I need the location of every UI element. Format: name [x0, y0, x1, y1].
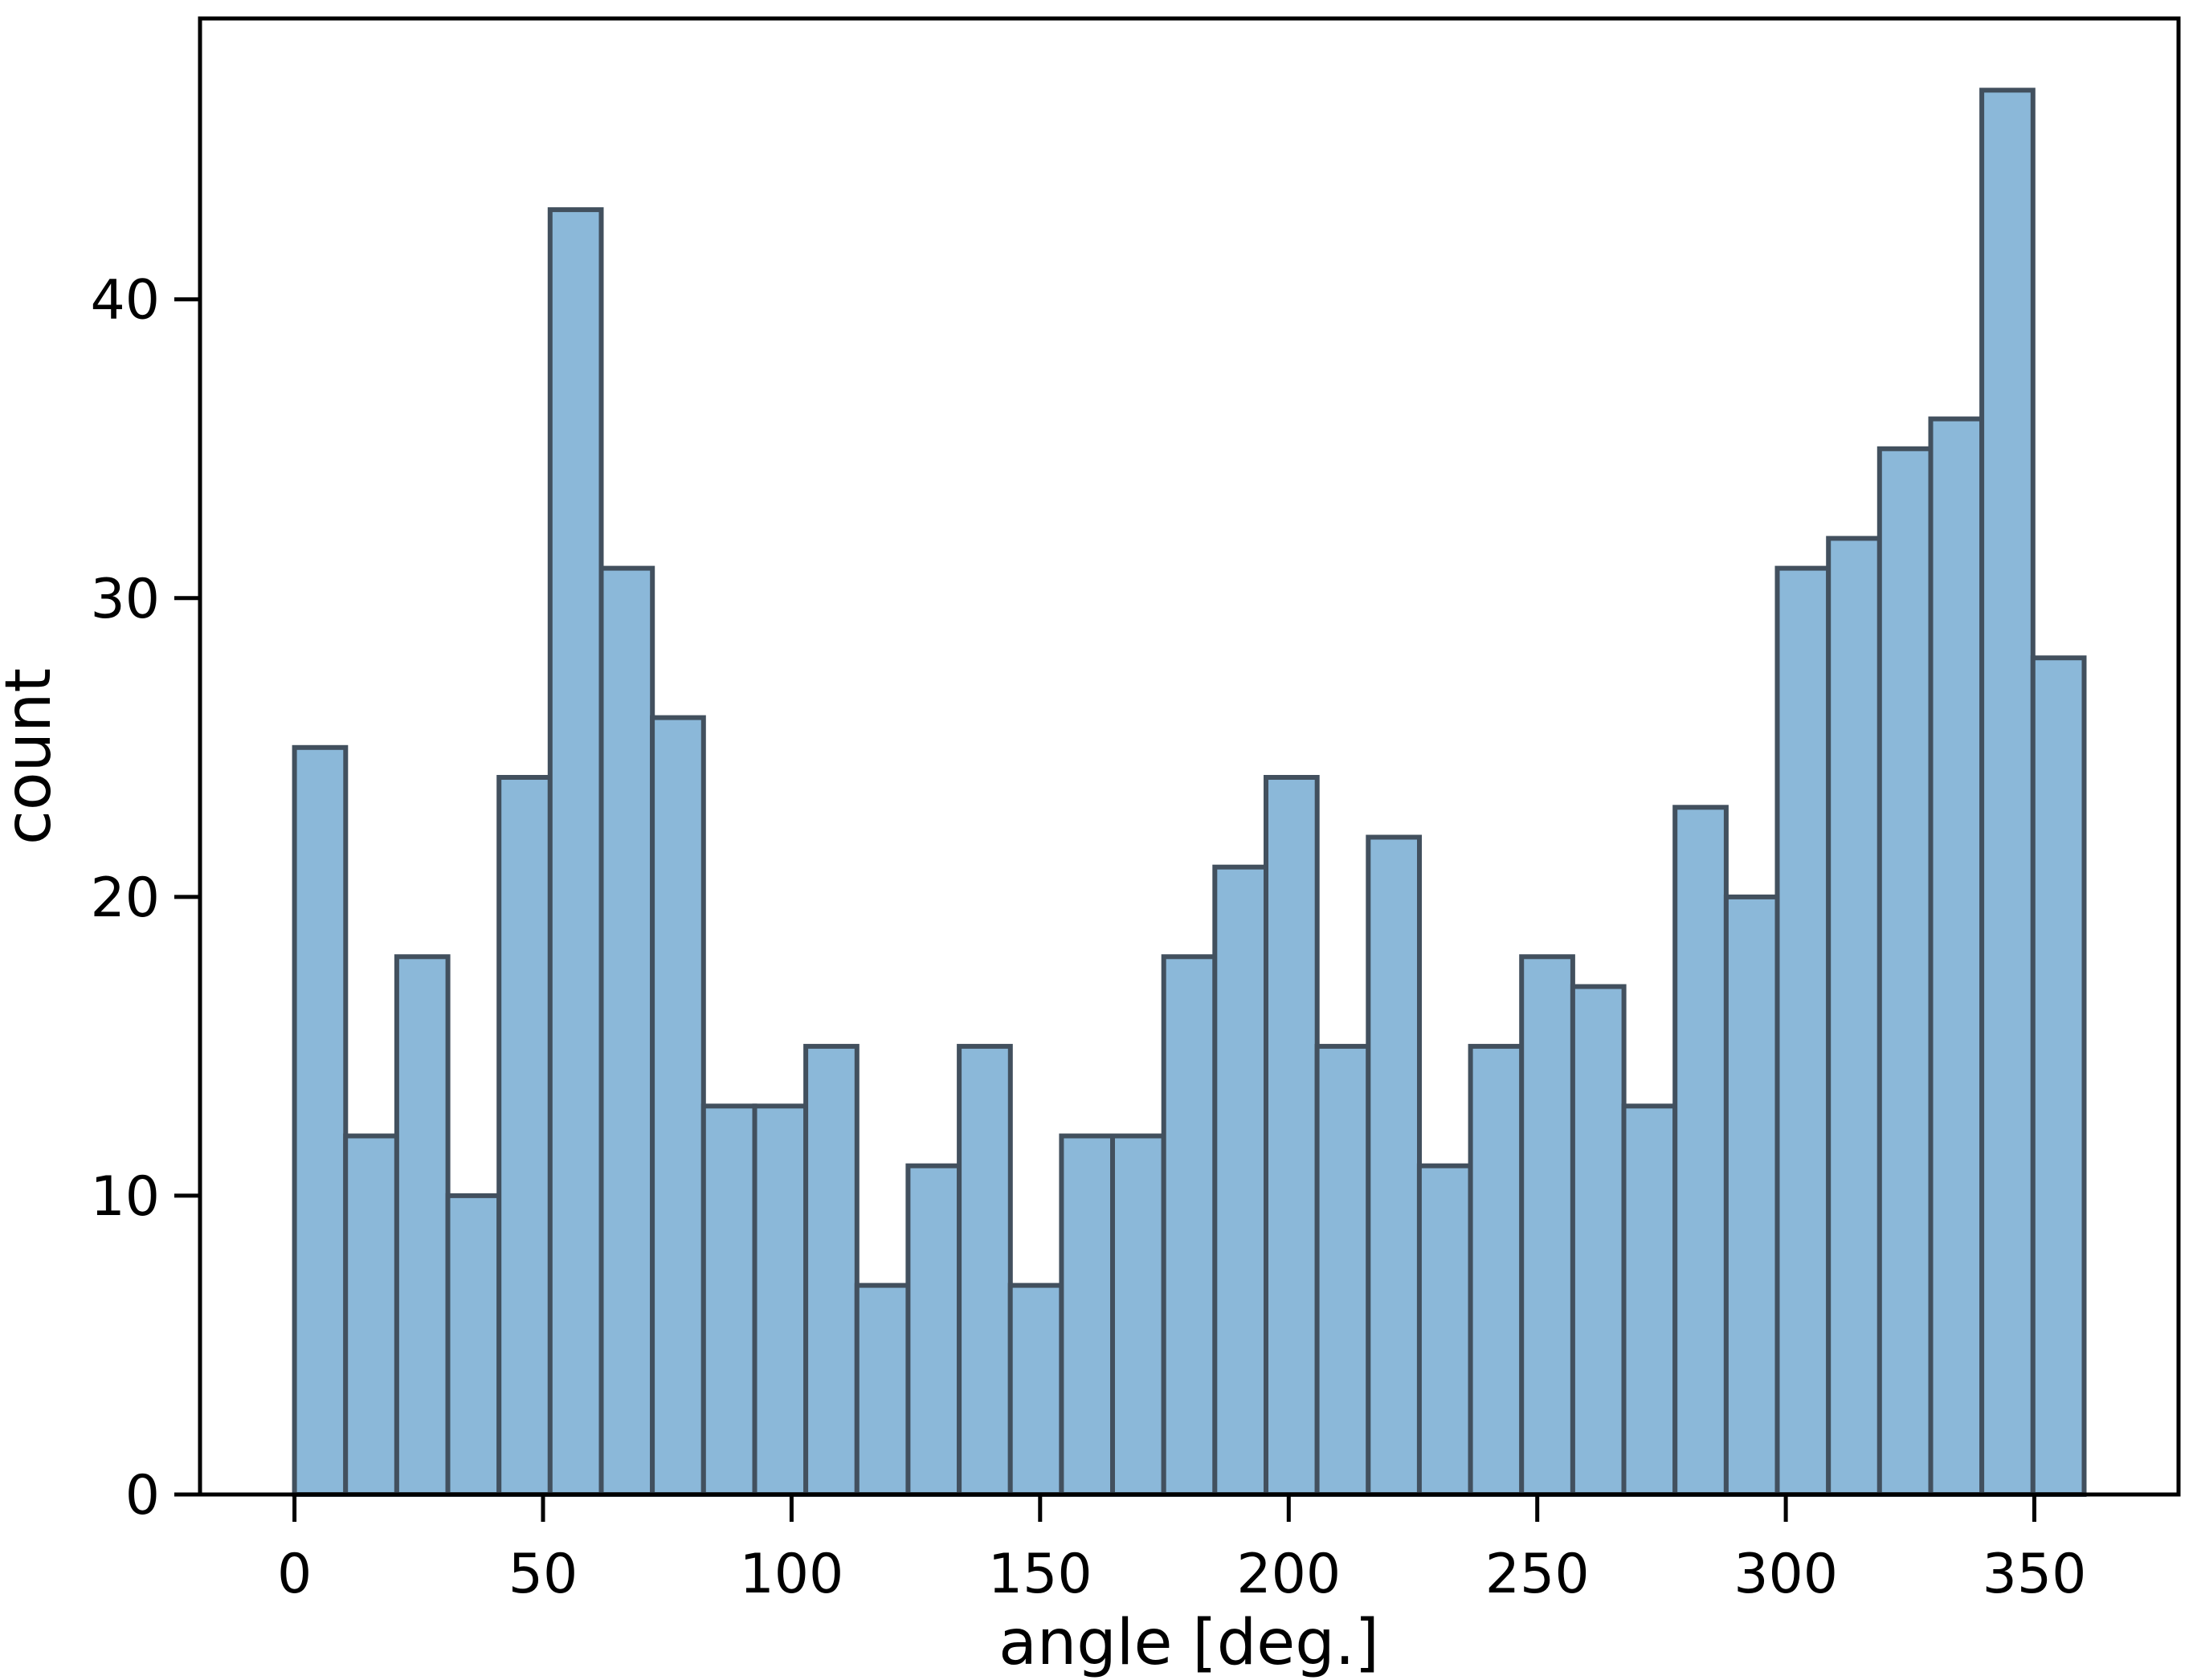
histogram-bar-0 — [292, 744, 349, 1497]
ticks-layer: 0 50 100 150 200 250 300 350 0 10 20 30 40 — [90, 269, 2086, 1606]
histogram-bar-21 — [1366, 834, 1423, 1497]
x-tick-label-100: 100 — [740, 1543, 844, 1606]
histogram-bar-1 — [343, 1133, 399, 1497]
histogram-bar-9 — [752, 1103, 809, 1498]
histogram-bar-17 — [1161, 954, 1218, 1498]
histogram-bar-4 — [496, 775, 553, 1497]
histogram-bar-7 — [650, 715, 706, 1497]
histogram-bar-18 — [1212, 864, 1269, 1497]
y-tick-label-10: 10 — [90, 1165, 160, 1229]
histogram-bar-6 — [598, 565, 655, 1497]
histogram-bar-29 — [1774, 565, 1832, 1497]
histogram-bar-32 — [1928, 416, 1985, 1497]
histogram-bar-34 — [2030, 655, 2087, 1498]
histogram-bar-16 — [1110, 1133, 1166, 1497]
histogram-bar-28 — [1723, 894, 1780, 1497]
histogram-bar-22 — [1416, 1163, 1473, 1497]
y-axis-label: count — [0, 668, 65, 845]
y-tick-label-30: 30 — [90, 568, 160, 631]
x-tick-label-150: 150 — [988, 1543, 1092, 1606]
x-tick-label-50: 50 — [508, 1543, 578, 1606]
histogram-bar-26 — [1621, 1103, 1678, 1498]
histogram-bar-3 — [445, 1193, 502, 1498]
histogram-bar-23 — [1468, 1043, 1525, 1497]
histogram-bar-19 — [1264, 775, 1320, 1497]
histogram-bar-5 — [547, 207, 604, 1498]
x-tick-label-300: 300 — [1734, 1543, 1838, 1606]
x-tick-label-200: 200 — [1236, 1543, 1341, 1606]
histogram-bar-24 — [1519, 954, 1575, 1498]
histogram-bar-13 — [957, 1043, 1013, 1497]
histogram-bar-15 — [1059, 1133, 1116, 1497]
histogram-bar-8 — [700, 1103, 758, 1498]
y-tick-label-0: 0 — [125, 1464, 160, 1527]
histogram-bar-25 — [1570, 984, 1627, 1497]
histogram-bar-33 — [1979, 88, 2036, 1497]
histogram-bar-27 — [1672, 805, 1729, 1497]
bars-layer — [292, 88, 2087, 1498]
histogram-bar-30 — [1826, 536, 1882, 1497]
x-tick-label-250: 250 — [1485, 1543, 1590, 1606]
y-tick-label-20: 20 — [90, 867, 160, 930]
x-axis-label: angle [deg.] — [998, 1607, 1379, 1679]
histogram-bar-31 — [1876, 446, 1934, 1497]
x-tick-label-350: 350 — [1983, 1543, 2087, 1606]
histogram-bar-11 — [854, 1282, 911, 1497]
x-tick-label-0: 0 — [277, 1543, 312, 1606]
histogram-bar-10 — [803, 1043, 860, 1497]
histogram-bar-20 — [1314, 1043, 1371, 1497]
histogram-bar-12 — [905, 1163, 962, 1497]
plot-spines — [198, 16, 2181, 1497]
histogram-bar-14 — [1007, 1282, 1064, 1497]
histogram-bar-2 — [394, 954, 451, 1498]
y-tick-label-40: 40 — [90, 269, 160, 332]
